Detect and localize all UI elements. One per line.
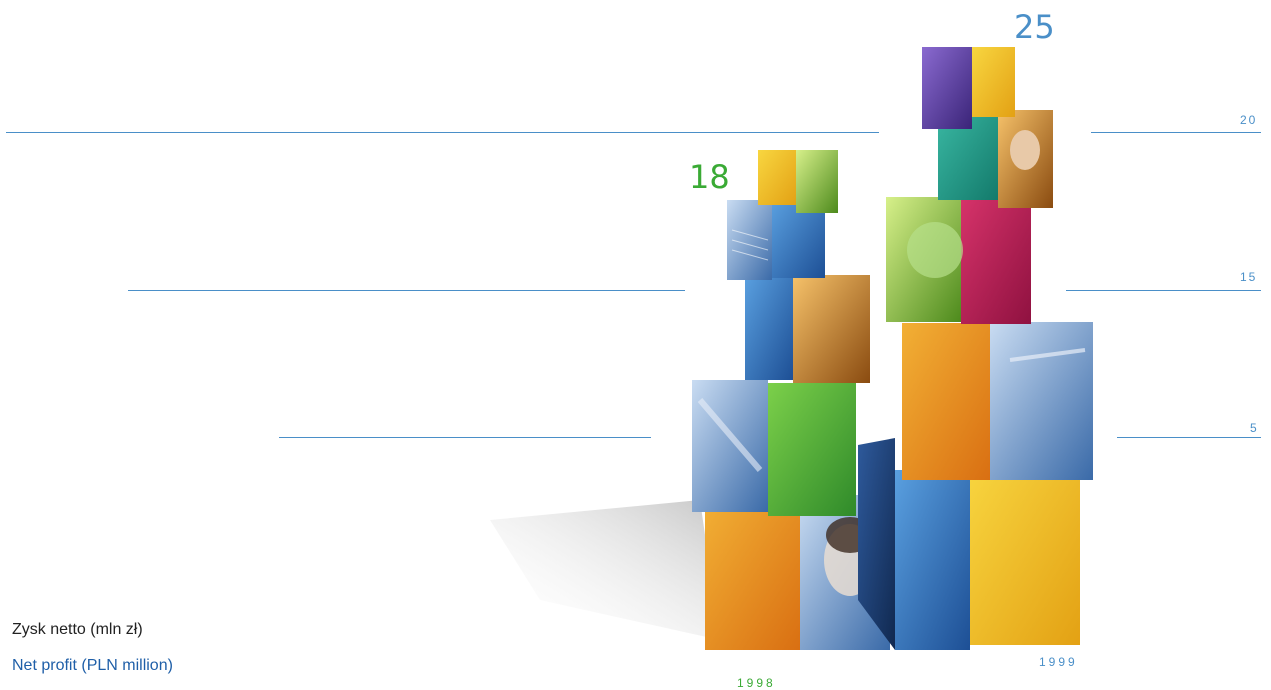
x-label-1998: 1998 bbox=[737, 676, 776, 690]
gridline-5-right bbox=[1117, 437, 1261, 438]
x-label-1999: 1999 bbox=[1039, 655, 1078, 669]
tick-label-20: 20 bbox=[1240, 113, 1258, 127]
tick-label-5: 5 bbox=[1250, 421, 1259, 435]
gridline-5-left bbox=[279, 437, 651, 438]
gridline-15-left bbox=[128, 290, 685, 291]
chart-label-polish: Zysk netto (mln zł) bbox=[12, 621, 143, 638]
value-label-1999: 25 bbox=[1014, 8, 1055, 46]
chart-label-english: Net profit (PLN million) bbox=[12, 657, 173, 674]
gridline-20-left bbox=[6, 132, 879, 133]
tick-label-15: 15 bbox=[1240, 270, 1258, 284]
gridline-20-right bbox=[1091, 132, 1261, 133]
value-label-1998: 18 bbox=[689, 158, 730, 196]
gridline-15-right bbox=[1066, 290, 1261, 291]
